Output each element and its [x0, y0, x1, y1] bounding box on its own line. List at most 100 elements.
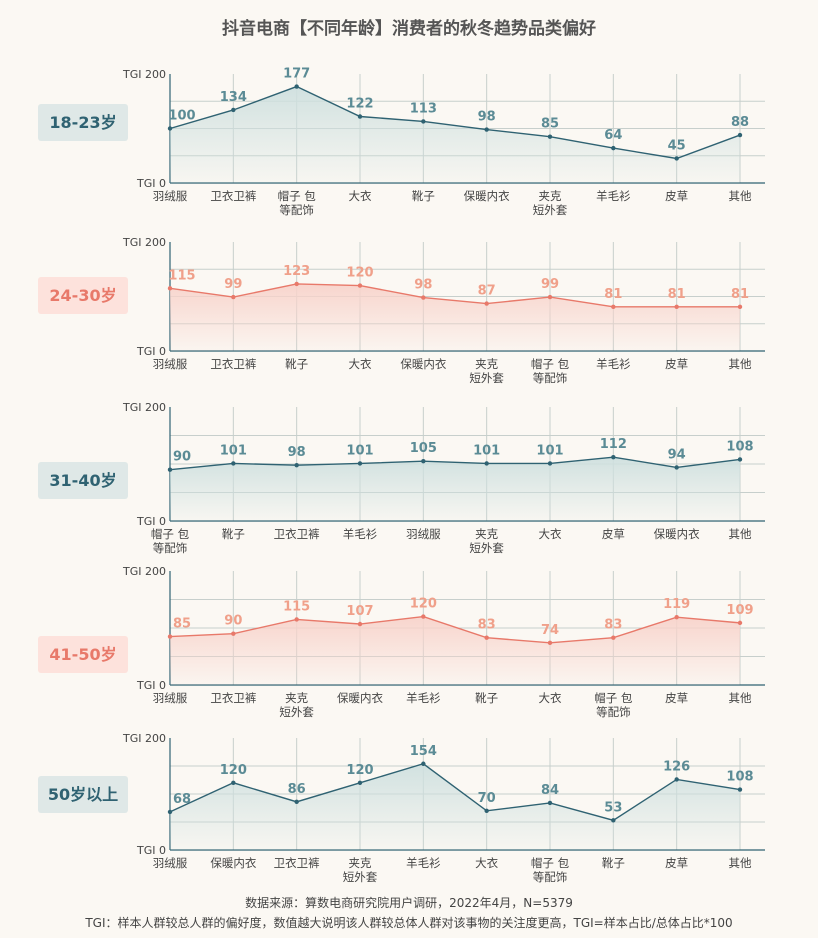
data-point — [231, 107, 236, 113]
data-point — [357, 114, 363, 119]
category-label: 等配饰 — [596, 705, 631, 719]
y-axis-top-label: TGI 200 — [122, 401, 166, 414]
data-point — [357, 461, 363, 466]
category-label: 靴子 — [222, 527, 245, 541]
category-label: 等配饰 — [153, 541, 188, 555]
series-line — [169, 456, 741, 471]
data-point — [231, 780, 236, 785]
data-point — [611, 818, 616, 823]
data-point — [547, 461, 553, 466]
data-point — [547, 294, 553, 300]
data-point — [167, 634, 173, 639]
data-label: 101 — [346, 443, 373, 458]
category-label: 羊毛衫 — [596, 357, 631, 371]
data-point — [484, 461, 489, 466]
category-label: 其他 — [729, 357, 752, 371]
data-point — [611, 145, 616, 151]
category-label: 短外套 — [469, 541, 504, 555]
series-line — [169, 283, 740, 308]
data-point — [167, 286, 173, 291]
y-axis-top-label: TGI 200 — [122, 565, 166, 578]
data-label: 45 — [668, 138, 686, 153]
category-label: 帽子 包 — [278, 189, 317, 203]
series-area — [170, 616, 740, 685]
data-label: 84 — [541, 783, 559, 798]
data-point — [547, 134, 553, 139]
category-label: 皮草 — [665, 856, 688, 870]
y-axis-bottom-label: TGI 0 — [136, 679, 166, 692]
category-label: 保暖内衣 — [337, 691, 383, 705]
category-label: 羊毛衫 — [343, 527, 378, 541]
data-point — [737, 132, 743, 138]
category-label: 大衣 — [349, 357, 372, 371]
data-label: 90 — [224, 614, 242, 629]
category-label: 等配饰 — [533, 371, 568, 385]
category-label: 靴子 — [412, 189, 435, 203]
category-label: 等配饰 — [279, 203, 314, 217]
data-label: 123 — [283, 264, 310, 279]
data-point — [611, 635, 616, 640]
category-label: 卫衣卫裤 — [274, 856, 320, 870]
data-point — [611, 454, 616, 460]
data-point — [231, 461, 236, 466]
data-point — [737, 304, 743, 310]
category-label: 皮草 — [665, 357, 688, 371]
category-label: 靴子 — [602, 856, 625, 870]
data-point — [231, 631, 236, 636]
data-label: 115 — [168, 268, 195, 283]
category-label: 靴子 — [285, 357, 308, 371]
category-label: 保暖内衣 — [654, 527, 700, 541]
data-label: 120 — [410, 597, 437, 612]
category-label: 卫衣卫裤 — [210, 189, 256, 203]
category-label: 羊毛衫 — [406, 691, 441, 705]
data-point — [421, 458, 426, 464]
data-label: 122 — [346, 97, 373, 112]
age-group-label: 24-30岁 — [49, 286, 116, 305]
category-label: 帽子 包 — [531, 357, 570, 371]
chart-panel-2: TGI 200 TGI 0 90 101 98 101 105 101 101 112 94 108 帽… — [38, 401, 765, 555]
series-line — [169, 762, 741, 822]
data-label: 108 — [726, 770, 753, 785]
category-label: 其他 — [729, 691, 752, 705]
data-label: 86 — [288, 782, 306, 797]
y-axis-bottom-label: TGI 0 — [136, 177, 166, 190]
data-point — [294, 799, 299, 805]
data-label: 99 — [224, 277, 242, 292]
data-point — [484, 301, 489, 306]
data-source-note: 数据来源：算数电商研究院用户调研，2022年4月，N=5379 — [245, 896, 573, 910]
category-label: 短外套 — [279, 705, 314, 719]
age-group-badge: 24-30岁 — [38, 277, 128, 314]
category-label: 其他 — [729, 856, 752, 870]
data-label: 74 — [541, 623, 559, 638]
badge-background — [38, 462, 128, 499]
data-label: 109 — [726, 603, 753, 618]
data-label: 94 — [668, 447, 686, 462]
category-label: 羽绒服 — [153, 691, 188, 705]
data-point — [737, 620, 743, 626]
badge-background — [38, 776, 128, 813]
data-label: 90 — [173, 450, 191, 465]
data-point — [547, 640, 553, 646]
data-point — [357, 780, 363, 785]
y-axis-bottom-label: TGI 0 — [136, 844, 166, 857]
chart-panel-3: TGI 200 TGI 0 85 90 115 107 120 83 74 83 119 109 羽绒服… — [38, 565, 765, 719]
data-point — [484, 635, 489, 640]
category-label: 短外套 — [343, 870, 378, 884]
data-point — [421, 614, 426, 619]
data-label: 108 — [726, 439, 753, 454]
data-point — [294, 462, 299, 468]
data-label: 134 — [220, 90, 247, 105]
category-label: 保暖内衣 — [464, 189, 510, 203]
data-point — [167, 809, 173, 815]
age-group-badge: 31-40岁 — [38, 462, 128, 499]
category-label: 皮草 — [665, 189, 688, 203]
category-label: 夹克 — [349, 856, 372, 870]
data-label: 85 — [541, 117, 559, 132]
data-label: 113 — [410, 101, 437, 116]
category-label: 卫衣卫裤 — [274, 527, 320, 541]
data-point — [547, 800, 553, 806]
category-label: 等配饰 — [533, 870, 568, 884]
data-label: 101 — [220, 443, 247, 458]
category-label: 靴子 — [475, 691, 498, 705]
category-label: 短外套 — [469, 371, 504, 385]
